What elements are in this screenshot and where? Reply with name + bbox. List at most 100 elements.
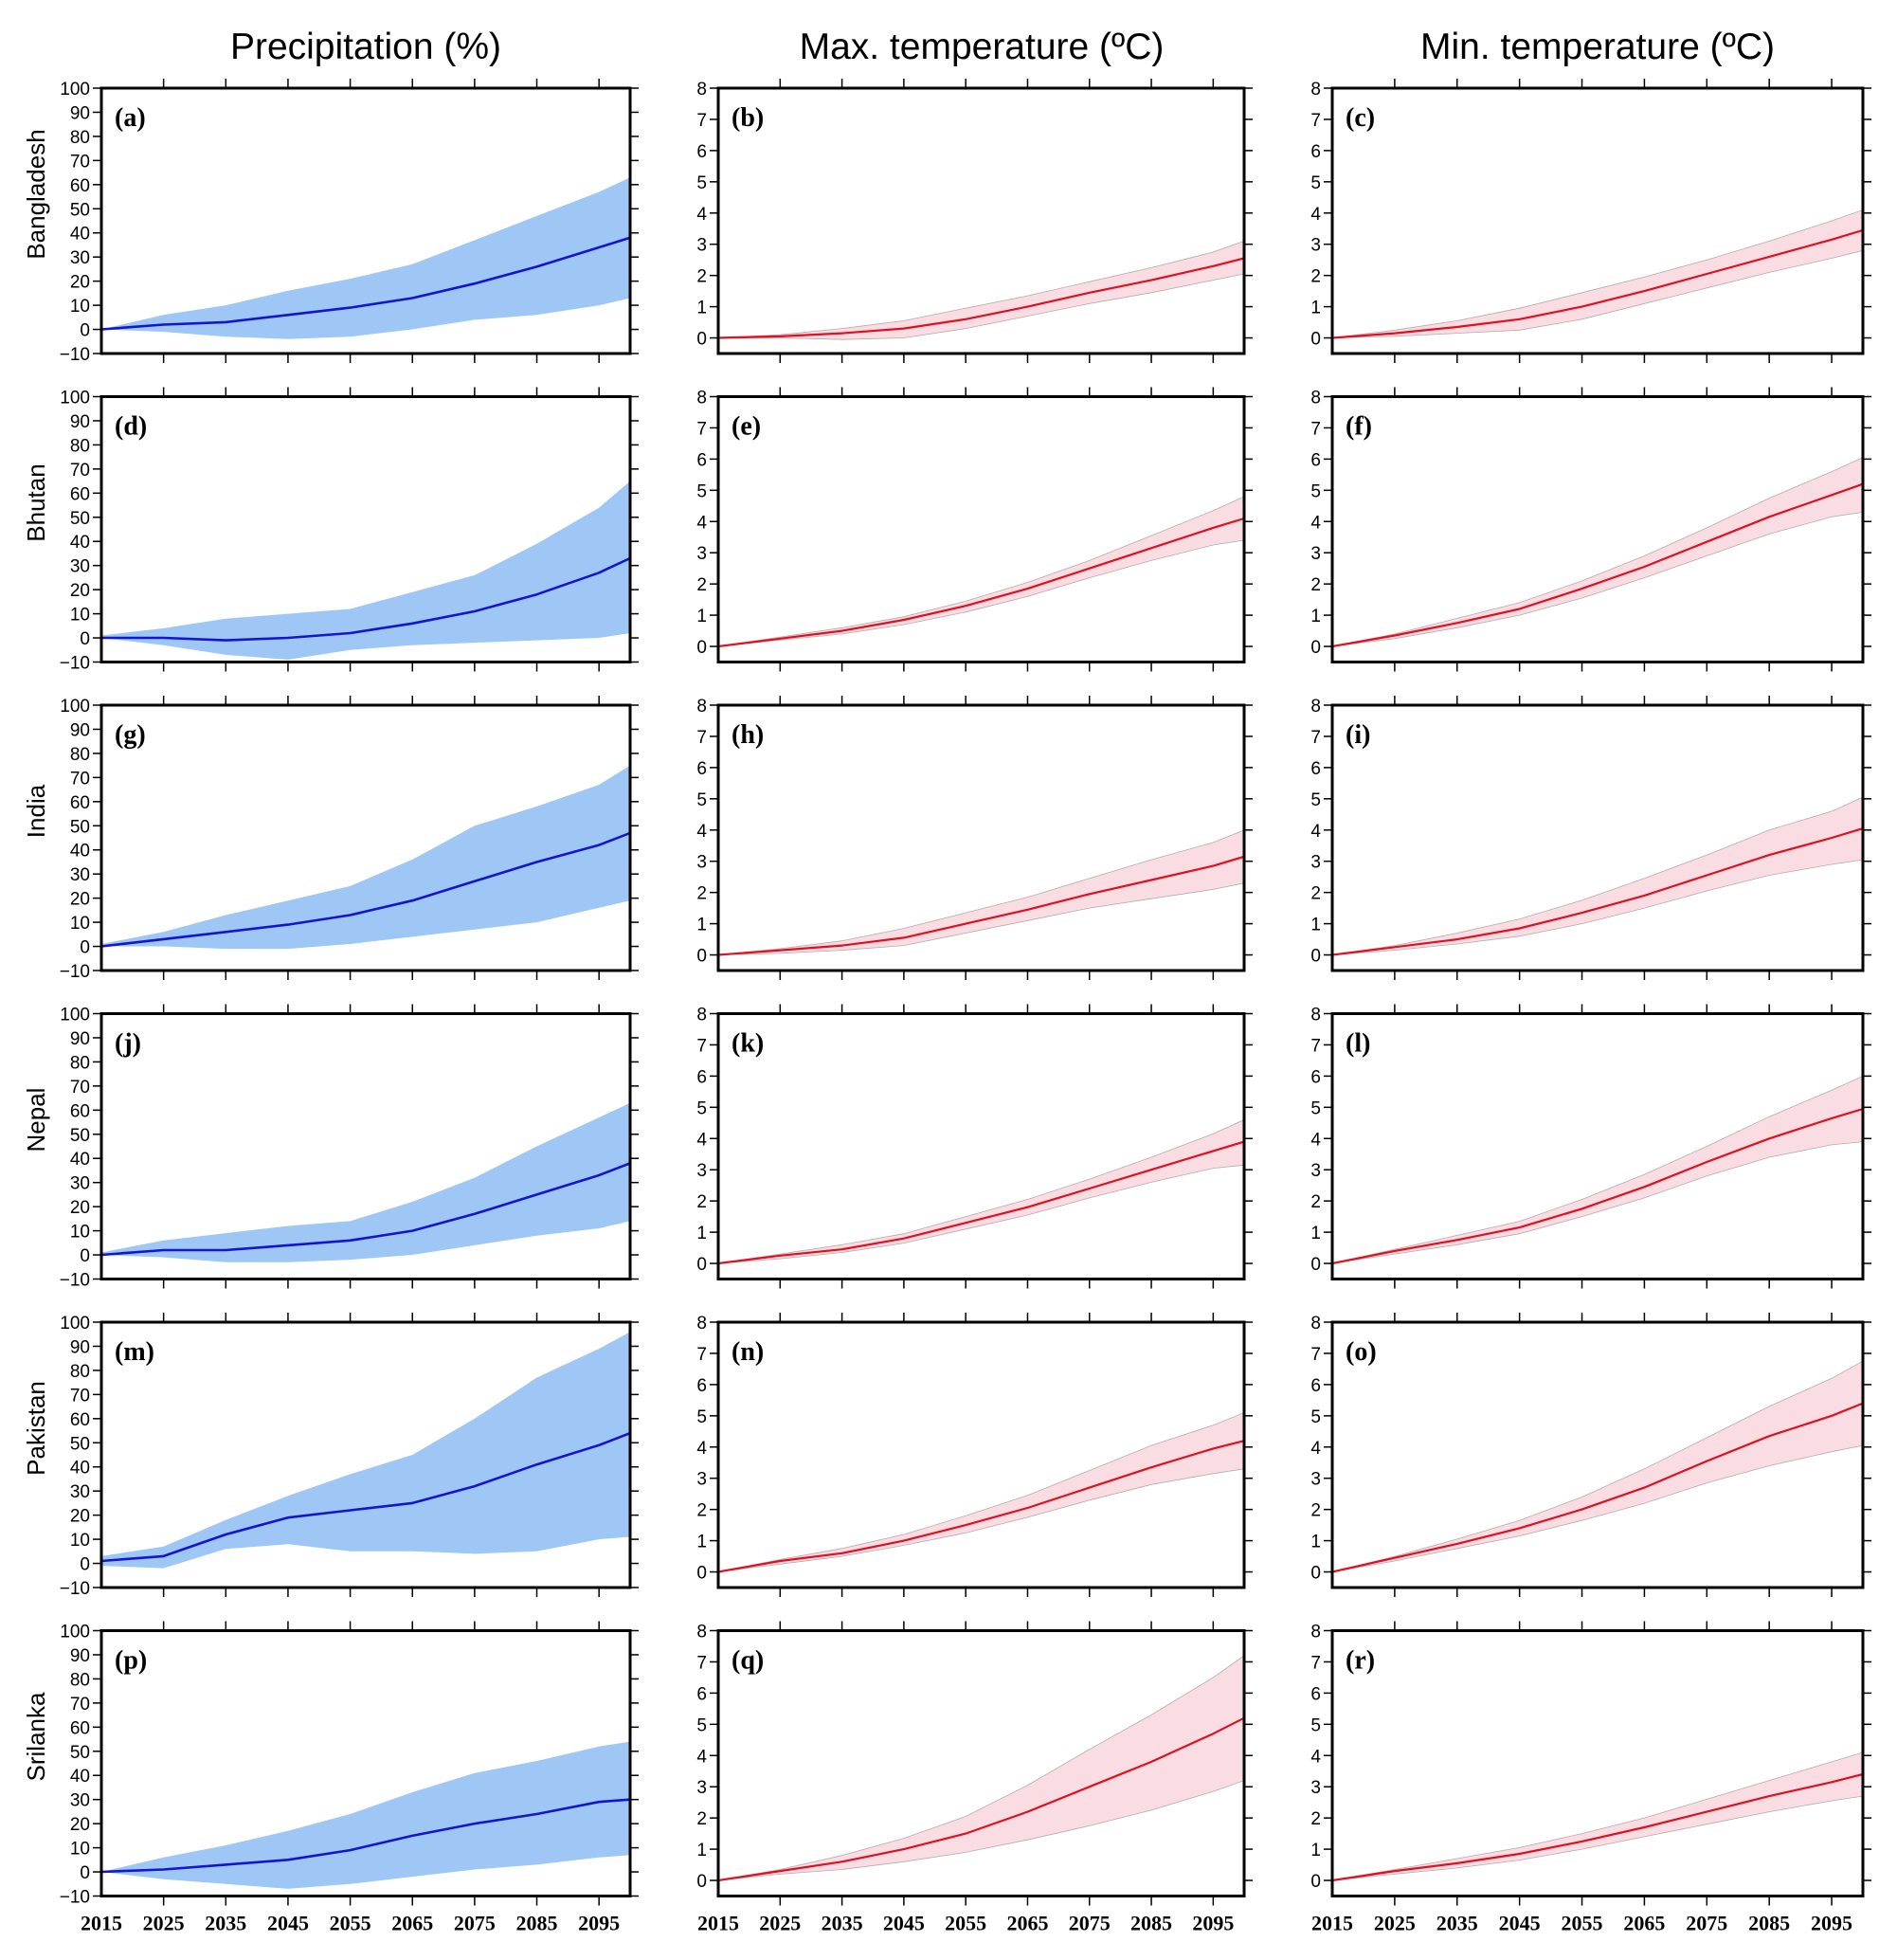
y-tick-label: 6 — [696, 1067, 707, 1087]
uncertainty-band — [101, 765, 630, 950]
y-tick-label: 3 — [1310, 236, 1321, 256]
panel-label: (c) — [1346, 103, 1375, 133]
y-tick-label: 4 — [1310, 822, 1321, 842]
plot-frame — [1330, 1629, 1865, 1897]
panel-label: (d) — [115, 412, 147, 442]
y-tick-label: 3 — [696, 1161, 707, 1181]
x-tick-label: 2045 — [883, 1912, 925, 1935]
y-tick-label: 0 — [1310, 330, 1321, 350]
row-label-bangladesh: Bangladesh — [22, 129, 50, 259]
uncertainty-band — [101, 1332, 630, 1569]
y-tick-label: 30 — [70, 557, 90, 577]
x-tick-label: 2025 — [1374, 1912, 1416, 1935]
row-labels: Bangladesh Bhutan India Nepal Pakistan Srilan… — [22, 129, 50, 1781]
y-tick-label: 60 — [70, 176, 90, 196]
panel-label: (b) — [732, 103, 764, 133]
plot-frame — [1330, 703, 1865, 972]
x-tick-label: 2085 — [516, 1912, 558, 1935]
y-tick-label: 100 — [60, 389, 90, 408]
mean-line — [718, 1140, 1244, 1265]
uncertainty-band — [1332, 1360, 1863, 1572]
panel-label: (f) — [1346, 412, 1372, 442]
y-tick-label: 2 — [696, 1501, 707, 1521]
y-tick-label: 0 — [696, 1872, 707, 1892]
plot-frame — [716, 395, 1246, 663]
y-tick-label: 5 — [696, 790, 707, 810]
y-tick-label: 8 — [696, 80, 707, 100]
y-tick-label: 5 — [1310, 481, 1321, 501]
uncertainty-band — [1332, 209, 1863, 338]
panel-d: −10 0 10 20 30 40 50 60 70 80 90 100 (d) — [60, 387, 639, 674]
y-tick-label: 7 — [696, 1653, 707, 1673]
y-tick-label: 90 — [70, 720, 90, 740]
y-tick-label: 100 — [60, 1006, 90, 1025]
panel-label: (h) — [732, 720, 764, 750]
panel-label: (j) — [115, 1029, 141, 1059]
y-tick-label: 1 — [696, 1224, 707, 1243]
x-tick-label: 2015 — [1311, 1912, 1353, 1935]
y-tick-label: −10 — [60, 1271, 90, 1291]
y-tick-label: 30 — [70, 865, 90, 885]
x-tick-label: 2065 — [391, 1912, 433, 1935]
x-tick-label: 2055 — [1562, 1912, 1603, 1935]
y-tick-label: 90 — [70, 1337, 90, 1357]
x-tick-label: 2035 — [205, 1912, 246, 1935]
panel-h: 0 1 2 3 4 5 6 7 8 (h) — [696, 696, 1253, 980]
y-tick-label: 80 — [70, 128, 90, 148]
y-tick-label: 1 — [696, 916, 707, 935]
y-tick-label: 40 — [70, 1459, 90, 1479]
mean-line — [1332, 1772, 1863, 1882]
mean-line — [718, 257, 1244, 339]
y-tick-label: 0 — [696, 638, 707, 658]
plot-frame — [716, 703, 1246, 972]
mean-line — [718, 517, 1244, 648]
y-tick-label: 7 — [1310, 419, 1321, 439]
y-tick-label: 0 — [696, 1564, 707, 1584]
x-tick-label: 2095 — [578, 1912, 620, 1935]
y-tick-label: 2 — [1310, 1501, 1321, 1521]
y-tick-label: 100 — [60, 697, 90, 717]
y-tick-label: 30 — [70, 1482, 90, 1502]
y-tick-label: 5 — [696, 1715, 707, 1735]
row-label-nepal: Nepal — [22, 1088, 50, 1152]
y-tick-label: 6 — [1310, 142, 1321, 162]
y-tick-label: 8 — [1310, 1314, 1321, 1334]
y-tick-label: −10 — [60, 1579, 90, 1599]
panel-label: (i) — [1346, 720, 1370, 750]
y-tick-label: 7 — [1310, 1345, 1321, 1365]
panel-label: (p) — [115, 1646, 147, 1676]
y-tick-label: 3 — [696, 544, 707, 564]
y-tick-label: 3 — [696, 236, 707, 256]
mean-line — [1332, 482, 1863, 648]
y-tick-label: −10 — [60, 345, 90, 365]
y-tick-label: 4 — [1310, 1747, 1321, 1767]
y-tick-label: 20 — [70, 581, 90, 601]
y-tick-label: 3 — [1310, 1470, 1321, 1490]
y-tick-label: 8 — [1310, 697, 1321, 717]
column-title-max-temperature: Max. temperature (ºC) — [800, 27, 1165, 67]
y-tick-label: 50 — [70, 1126, 90, 1146]
y-tick-label: 0 — [80, 1555, 90, 1575]
y-tick-label: 90 — [70, 1029, 90, 1049]
y-tick-label: 8 — [696, 1314, 707, 1334]
y-tick-label: 4 — [1310, 1439, 1321, 1459]
panel-label: (e) — [732, 412, 761, 442]
y-tick-label: 3 — [1310, 1778, 1321, 1798]
x-tick-label: 2085 — [1130, 1912, 1172, 1935]
panel-e: 0 1 2 3 4 5 6 7 8 (e) — [696, 387, 1253, 672]
y-tick-label: 40 — [70, 1150, 90, 1170]
uncertainty-band — [101, 1102, 630, 1262]
y-tick-label: 8 — [1310, 1006, 1321, 1025]
y-tick-label: 0 — [1310, 947, 1321, 967]
uncertainty-band — [101, 177, 630, 339]
y-tick-label: 7 — [696, 111, 707, 131]
plot-frame — [99, 703, 632, 972]
panel-b: 0 1 2 3 4 5 6 7 8 (b) — [696, 79, 1253, 363]
plot-frame — [716, 1012, 1246, 1280]
panel-label: (m) — [115, 1337, 154, 1367]
mean-line — [1332, 228, 1863, 339]
panel-label: (q) — [732, 1646, 764, 1676]
x-tick-label: 2085 — [1748, 1912, 1790, 1935]
y-tick-label: 2 — [1310, 1192, 1321, 1212]
y-tick-label: 60 — [70, 1101, 90, 1121]
